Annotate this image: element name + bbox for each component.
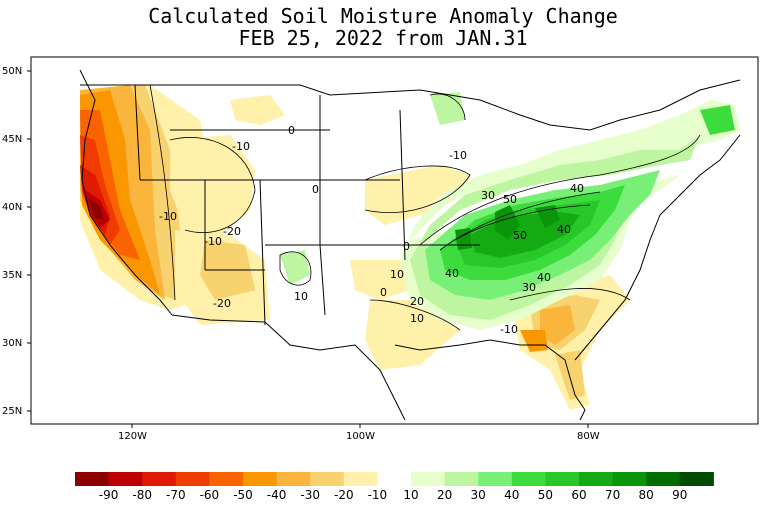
legend-label: 60	[571, 488, 586, 502]
lat-label: 25N	[2, 406, 22, 417]
legend-label: -60	[200, 488, 220, 502]
lon-label: 120W	[118, 431, 147, 442]
legend-swatches	[75, 472, 714, 486]
contour-label: -10	[449, 149, 467, 162]
contour-label: 30	[481, 189, 495, 202]
contour-label: -10	[204, 235, 222, 248]
legend-label: 40	[504, 488, 519, 502]
contour-label: 0	[380, 286, 387, 299]
map-title-line-2: FEB 25, 2022 from JAN.31	[238, 26, 528, 50]
contour-lines	[149, 84, 701, 331]
legend-label: -50	[233, 488, 253, 502]
lon-label: 100W	[346, 431, 375, 442]
contour-label: 40	[570, 182, 584, 195]
legend-swatch	[411, 472, 446, 486]
legend-swatch	[478, 472, 513, 486]
legend-swatch	[579, 472, 614, 486]
contour-label: 0	[403, 240, 410, 253]
lat-label: 50N	[2, 66, 22, 77]
latitude-ticks	[27, 70, 589, 428]
legend-labels: -90 -80 -70 -60 -50 -40 -30 -20 -10 10 20 30 40 50 60 7…	[99, 488, 688, 502]
map-title-line-1: Calculated Soil Moisture Anomaly Change	[148, 4, 618, 28]
legend-label: 20	[437, 488, 452, 502]
contour-label: 20	[410, 295, 424, 308]
contour-label: -10	[159, 210, 177, 223]
legend-swatch	[646, 472, 681, 486]
lat-label: 30N	[2, 338, 22, 349]
legend-swatch	[444, 472, 479, 486]
longitude-labels: 120W 100W 80W	[118, 431, 600, 442]
legend-swatch	[511, 472, 546, 486]
legend-label: 50	[538, 488, 553, 502]
legend-label: -30	[300, 488, 320, 502]
legend-swatch	[310, 472, 345, 486]
legend-swatch	[243, 472, 278, 486]
legend-label: -10	[368, 488, 388, 502]
legend-swatch	[175, 472, 210, 486]
legend-swatch	[209, 472, 244, 486]
legend-label: -90	[99, 488, 119, 502]
legend-label: 30	[471, 488, 486, 502]
legend-label: 90	[672, 488, 687, 502]
contour-label: 0	[288, 124, 295, 137]
contour-label: 10	[390, 268, 404, 281]
legend-label: 10	[403, 488, 418, 502]
lat-label: 40N	[2, 202, 22, 213]
contour-label: -20	[223, 225, 241, 238]
legend-label: -80	[132, 488, 152, 502]
contour-label: 50	[503, 193, 517, 206]
legend-swatch	[142, 472, 177, 486]
map-frame	[30, 56, 759, 425]
legend-swatch	[377, 472, 412, 486]
contour-label: 40	[445, 267, 459, 280]
contour-label: 10	[410, 312, 424, 325]
legend-swatch	[108, 472, 143, 486]
contour-label: -10	[500, 323, 518, 336]
legend-swatch	[343, 472, 378, 486]
contour-label: 30	[522, 281, 536, 294]
legend-swatch	[545, 472, 580, 486]
contour-label: 50	[513, 229, 527, 242]
legend-swatch	[276, 472, 311, 486]
contour-label: 0	[312, 183, 319, 196]
legend-label: 80	[639, 488, 654, 502]
latitude-labels: 50N 45N 40N 35N 30N 25N	[2, 66, 22, 417]
lon-label: 80W	[577, 431, 600, 442]
legend-label: 70	[605, 488, 620, 502]
contour-label: 40	[537, 271, 551, 284]
lat-label: 35N	[2, 270, 22, 281]
legend-label: -40	[267, 488, 287, 502]
legend-swatch	[75, 472, 110, 486]
legend-swatch	[679, 472, 714, 486]
legend-label: -70	[166, 488, 186, 502]
anomaly-fill-layer	[80, 85, 740, 410]
contour-label: 40	[557, 223, 571, 236]
contour-value-labels: 0 -10 -10 -10 -20 -20 0 -10 10 0 10 0 20…	[159, 124, 584, 336]
contour-label: -10	[232, 140, 250, 153]
coastlines-and-borders	[79, 69, 741, 421]
legend-swatch	[612, 472, 647, 486]
legend-label: -20	[334, 488, 354, 502]
lat-label: 45N	[2, 134, 22, 145]
contour-label: 10	[294, 290, 308, 303]
contour-label: -20	[213, 297, 231, 310]
